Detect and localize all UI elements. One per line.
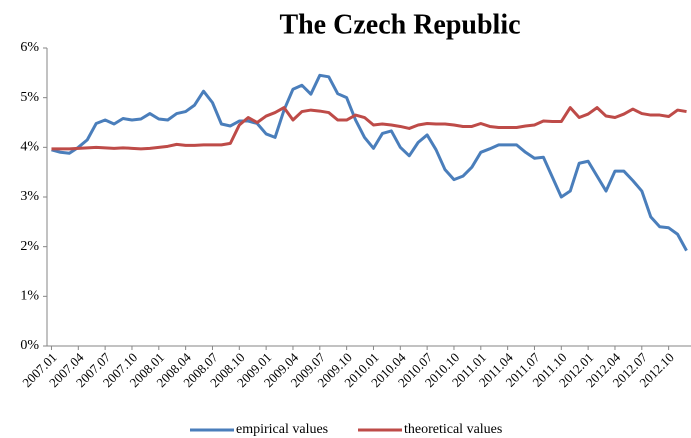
y-tick-label: 1% (20, 289, 39, 304)
data-line (51, 106, 687, 151)
y-tick-label: 3% (20, 189, 39, 204)
legend-label: theoretical values (404, 422, 502, 437)
chart-title: The Czech Republic (279, 9, 520, 40)
y-tick-label: 5% (20, 90, 39, 105)
y-tick-label: 4% (20, 140, 39, 155)
data-line (51, 73, 688, 252)
legend-label: empirical values (236, 422, 328, 437)
y-tick-label: 0% (20, 338, 39, 353)
y-tick-label: 6% (20, 40, 39, 55)
y-tick-label: 2% (20, 239, 39, 254)
